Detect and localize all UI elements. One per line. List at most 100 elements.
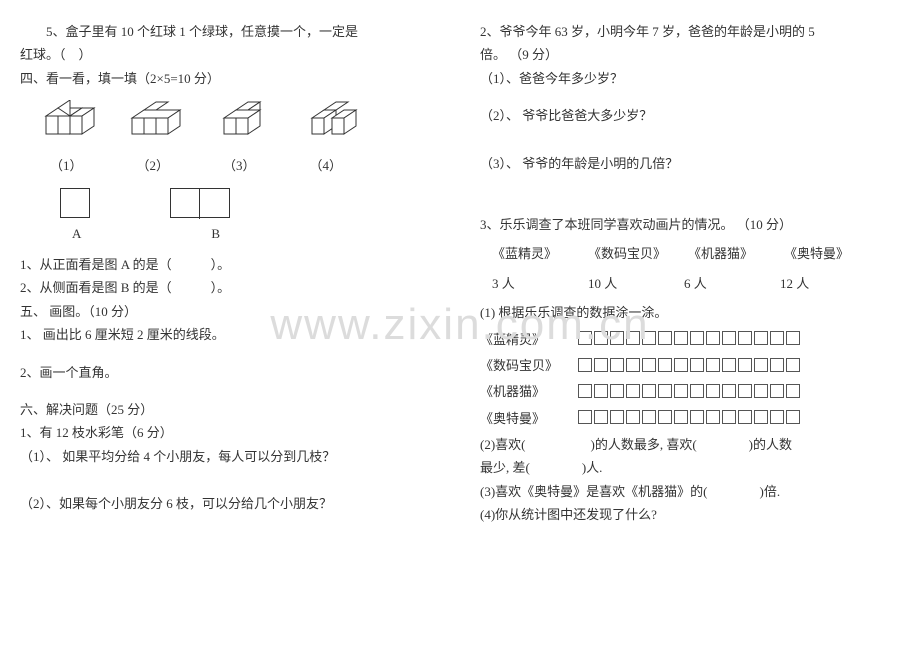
cube-figure-3 xyxy=(218,100,278,146)
survey-box xyxy=(594,331,608,345)
survey-q2a: (2)喜欢( )的人数最多, 喜欢( )的人数 xyxy=(480,433,900,456)
q2-sub1: （1）、爸爸今年多少岁？ xyxy=(480,67,900,90)
survey-boxes xyxy=(578,410,800,424)
q5-line2: 红球。（ ） xyxy=(20,43,440,66)
survey-box xyxy=(658,331,672,345)
survey-box xyxy=(642,384,656,398)
survey-box xyxy=(674,358,688,372)
label-a: A xyxy=(72,222,81,245)
survey-box xyxy=(594,410,608,424)
survey-box xyxy=(658,358,672,372)
survey-q4: (4)你从统计图中还发现了什么? xyxy=(480,503,900,526)
survey-box xyxy=(706,384,720,398)
title-1: 《蓝精灵》 xyxy=(492,242,566,265)
title-3: 《机器猫》 xyxy=(688,242,762,265)
survey-box xyxy=(770,410,784,424)
survey-box xyxy=(690,410,704,424)
survey-box xyxy=(754,358,768,372)
cube-labels-row: （1） （2） （3） （4） xyxy=(50,154,440,177)
survey-box xyxy=(754,384,768,398)
cube-label-4: （4） xyxy=(310,154,343,177)
survey-row-label: 《机器猫》 xyxy=(480,380,560,403)
survey-row-label: 《蓝精灵》 xyxy=(480,328,560,351)
survey-box xyxy=(706,331,720,345)
survey-box xyxy=(754,331,768,345)
title-2: 《数码宝贝》 xyxy=(588,242,666,265)
survey-chart: 《蓝精灵》《数码宝贝》《机器猫》《奥特曼》 xyxy=(480,328,900,431)
square-a xyxy=(60,188,90,218)
survey-box xyxy=(722,410,736,424)
left-column: 5、盒子里有 10 个红球 1 个绿球，任意摸一个，一定是 红球。（ ） 四、看… xyxy=(0,20,460,650)
problem-1a: （1）、 如果平均分给 4 个小朋友，每人可以分到几枝？ xyxy=(20,445,440,468)
survey-box xyxy=(690,331,704,345)
survey-box xyxy=(626,384,640,398)
right-column: 2、爷爷今年 63 岁，小明今年 7 岁，爸爸的年龄是小明的 5 倍。 （9 分… xyxy=(460,20,920,650)
cube-label-1: （1） xyxy=(50,154,83,177)
survey-box xyxy=(770,358,784,372)
survey-row: 《数码宝贝》 xyxy=(480,354,900,377)
survey-box xyxy=(706,410,720,424)
survey-row: 《蓝精灵》 xyxy=(480,328,900,351)
problem-1: 1、有 12 枝水彩笔（6 分） xyxy=(20,421,440,444)
cube-figure-2 xyxy=(126,100,190,146)
survey-box xyxy=(658,384,672,398)
survey-box xyxy=(626,331,640,345)
title-4: 《奥特曼》 xyxy=(784,242,858,265)
label-b: B xyxy=(211,222,220,245)
survey-box xyxy=(690,358,704,372)
survey-box xyxy=(578,331,592,345)
problem-1b: （2）、如果每个小朋友分 6 枝，可以分给几个小朋友？ xyxy=(20,492,440,515)
survey-box xyxy=(610,384,624,398)
q2-sub3: （3）、 爷爷的年龄是小明的几倍？ xyxy=(480,152,900,175)
survey-box xyxy=(626,410,640,424)
ab-labels: A B xyxy=(72,222,440,245)
cube-label-2: （2） xyxy=(137,154,170,177)
q3-intro: 3、乐乐调查了本班同学喜欢动画片的情况。 （10 分） xyxy=(480,213,900,236)
survey-row-label: 《数码宝贝》 xyxy=(480,354,560,377)
survey-boxes xyxy=(578,331,800,345)
view-squares-row xyxy=(60,188,440,218)
q2-sub2: （2）、 爷爷比爸爸大多少岁？ xyxy=(480,104,900,127)
survey-box xyxy=(578,358,592,372)
square-b xyxy=(170,188,230,218)
survey-row: 《奥特曼》 xyxy=(480,407,900,430)
survey-box xyxy=(626,358,640,372)
cubes-figure-row xyxy=(38,100,440,146)
survey-box xyxy=(738,384,752,398)
survey-q2b: 最少, 差( )人. xyxy=(480,456,900,479)
cartoon-titles-row: 《蓝精灵》 《数码宝贝》 《机器猫》 《奥特曼》 xyxy=(492,242,900,265)
count-4: 12 人 xyxy=(780,272,854,295)
survey-box xyxy=(674,384,688,398)
survey-box xyxy=(706,358,720,372)
survey-box xyxy=(642,358,656,372)
survey-box xyxy=(786,384,800,398)
survey-box xyxy=(610,410,624,424)
survey-box xyxy=(578,384,592,398)
survey-box xyxy=(754,410,768,424)
cube-figure-1 xyxy=(38,100,98,146)
q2-line2: 倍。 （9 分） xyxy=(480,43,900,66)
survey-box xyxy=(690,384,704,398)
cube-label-3: （3） xyxy=(223,154,256,177)
survey-instruction: (1) 根据乐乐调查的数据涂一涂。 xyxy=(480,301,900,324)
section-4-title: 四、看一看，填一填（2×5=10 分） xyxy=(20,67,440,90)
count-2: 10 人 xyxy=(588,272,662,295)
survey-box xyxy=(786,331,800,345)
survey-box xyxy=(722,358,736,372)
count-1: 3 人 xyxy=(492,272,566,295)
survey-box xyxy=(658,410,672,424)
survey-box xyxy=(642,410,656,424)
survey-box xyxy=(722,331,736,345)
survey-boxes xyxy=(578,384,800,398)
survey-q3: (3)喜欢《奥特曼》是喜欢《机器猫》的( )倍. xyxy=(480,480,900,503)
survey-box xyxy=(642,331,656,345)
survey-box xyxy=(610,331,624,345)
survey-box xyxy=(770,331,784,345)
survey-box xyxy=(786,358,800,372)
cartoon-counts-row: 3 人 10 人 6 人 12 人 xyxy=(492,272,900,295)
survey-box xyxy=(674,331,688,345)
survey-row-label: 《奥特曼》 xyxy=(480,407,560,430)
front-view-question: 1、从正面看是图 A 的是（ ）。 xyxy=(20,253,440,276)
survey-box xyxy=(578,410,592,424)
survey-box xyxy=(610,358,624,372)
